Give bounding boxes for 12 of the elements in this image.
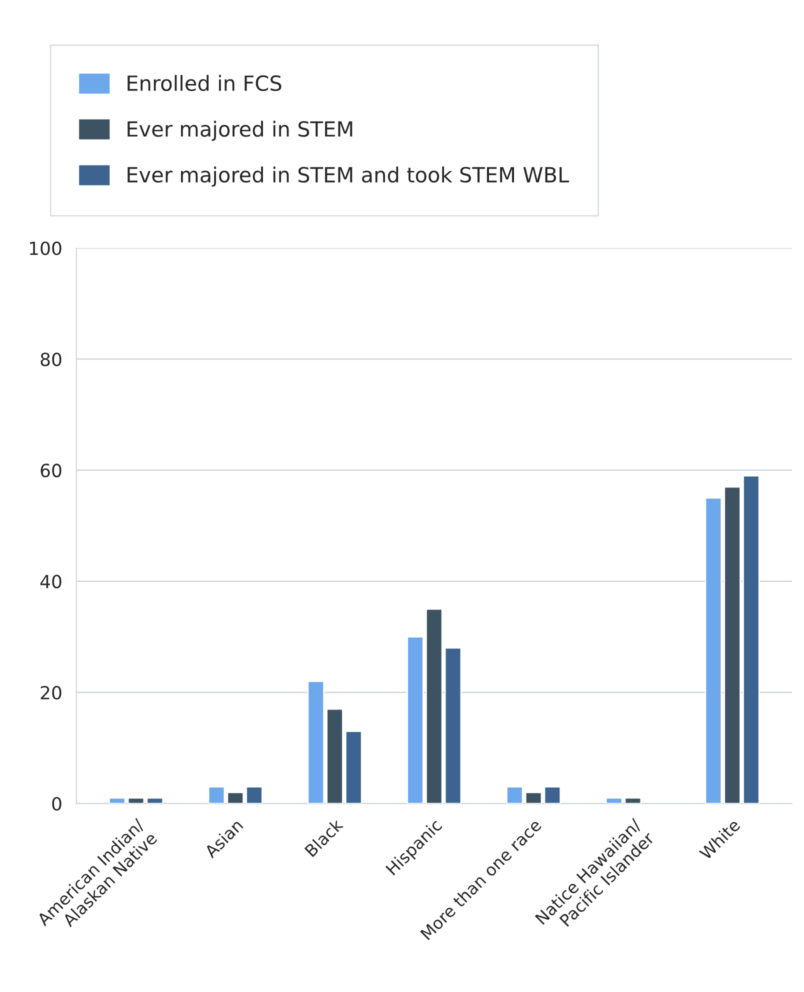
y-tick-label: 60 xyxy=(40,464,62,478)
bar xyxy=(605,797,623,804)
y-tick-label: 40 xyxy=(40,574,62,588)
y-tick-label: 0 xyxy=(52,796,62,811)
y-tick-label: 80 xyxy=(40,352,62,366)
bar xyxy=(624,797,642,804)
y-tick-label: 20 xyxy=(40,686,62,700)
y-tick-label: 100 xyxy=(30,241,62,256)
bar xyxy=(544,786,562,804)
legend-label: Ever majored in STEM and took STEM WBL xyxy=(128,166,570,187)
legend-label: Enrolled in FCS xyxy=(128,74,282,92)
legend-label: Ever majored in STEM xyxy=(128,120,352,141)
